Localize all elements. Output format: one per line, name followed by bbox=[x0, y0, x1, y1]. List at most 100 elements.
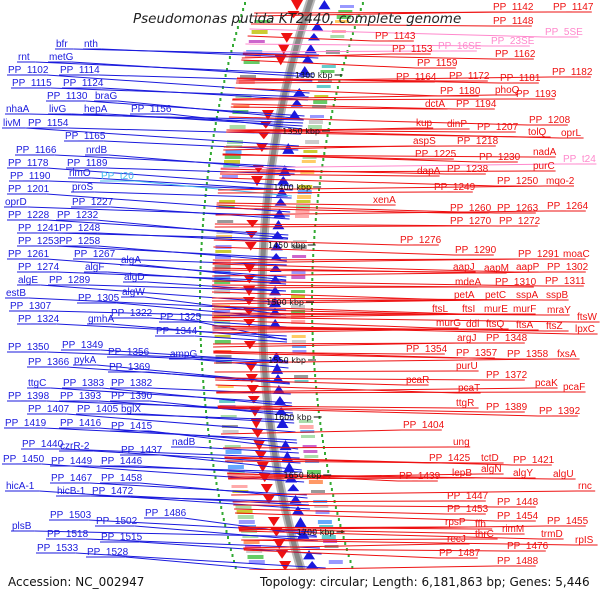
gene-label[interactable]: plsB bbox=[12, 521, 32, 532]
gene-label[interactable]: oprL bbox=[561, 128, 581, 139]
gene-label[interactable]: PP_1487 bbox=[439, 548, 481, 559]
gene-label[interactable]: PP_1383 bbox=[63, 378, 105, 389]
gene-label[interactable]: PP_1194 bbox=[456, 99, 497, 110]
gene-label[interactable]: PP_1486 bbox=[145, 508, 187, 519]
gene-label[interactable]: ampG bbox=[170, 349, 197, 360]
gene-label[interactable]: dapA bbox=[417, 166, 441, 177]
gene-label[interactable]: ftsW bbox=[577, 312, 598, 323]
gene-label[interactable]: aapM bbox=[484, 263, 509, 274]
gene-label[interactable]: PP_1307 bbox=[10, 301, 52, 312]
gene-label[interactable]: PP_1325 bbox=[160, 312, 202, 323]
gene-label[interactable]: livG bbox=[49, 104, 66, 115]
gene-label[interactable]: PP_t24 bbox=[563, 154, 596, 165]
gene-label[interactable]: PP_16SE bbox=[438, 41, 482, 52]
gene-label[interactable]: lepB bbox=[452, 468, 472, 479]
gene-label[interactable]: ftsA bbox=[516, 320, 534, 331]
gene-label[interactable]: PP_1421 bbox=[513, 455, 555, 466]
gene-label[interactable]: rimO bbox=[69, 168, 91, 179]
gene-label[interactable]: PP_1182 bbox=[552, 67, 593, 78]
gene-label[interactable]: PP_1193 bbox=[516, 89, 557, 100]
gene-label[interactable]: PP_1357 bbox=[456, 348, 498, 359]
gene-label[interactable]: PP_1472 bbox=[92, 486, 134, 497]
gene-label[interactable]: PP_1455 bbox=[547, 516, 589, 527]
gene-label[interactable]: PP_1389 bbox=[486, 402, 528, 413]
gene-label[interactable]: hicB-1 bbox=[57, 486, 86, 497]
gene-label[interactable]: PP_1350 bbox=[8, 342, 50, 353]
gene-label[interactable]: PP_1263 bbox=[497, 203, 539, 214]
gene-label[interactable]: PP_1148 bbox=[493, 16, 534, 27]
gene-label[interactable]: PP_1225 bbox=[415, 149, 457, 160]
gene-label[interactable]: kup bbox=[416, 118, 433, 129]
gene-label[interactable]: nth bbox=[84, 39, 98, 50]
gene-label[interactable]: PP_1178 bbox=[8, 158, 49, 169]
gene-label[interactable]: aapJ bbox=[453, 262, 475, 273]
gene-label[interactable]: nrdB bbox=[86, 145, 107, 156]
gene-label[interactable]: PP_1227 bbox=[72, 197, 114, 208]
gene-label[interactable]: PP_1208 bbox=[529, 115, 571, 126]
gene-label[interactable]: PP_1372 bbox=[486, 370, 528, 381]
gene-label[interactable]: phoQ bbox=[495, 85, 520, 96]
gene-label[interactable]: PP_1369 bbox=[109, 362, 151, 373]
gene-label[interactable]: PP_1440 bbox=[22, 439, 64, 450]
gene-label[interactable]: algD bbox=[124, 272, 145, 283]
gene-label[interactable]: PP_1114 bbox=[60, 65, 100, 76]
gene-label[interactable]: ung bbox=[453, 437, 470, 448]
gene-label[interactable]: algE bbox=[18, 275, 38, 286]
gene-label[interactable]: PP_1228 bbox=[8, 210, 50, 221]
gene-label[interactable]: PP_1311 bbox=[545, 276, 586, 287]
gene-label[interactable]: PP_1476 bbox=[507, 541, 549, 552]
gene-label[interactable]: PP_1446 bbox=[101, 456, 143, 467]
gene-label[interactable]: mdeA bbox=[455, 277, 481, 288]
gene-label[interactable]: nadA bbox=[533, 147, 557, 158]
gene-label[interactable]: PP_1398 bbox=[8, 391, 50, 402]
gene-label[interactable]: moaC bbox=[563, 249, 590, 260]
gene-label[interactable]: PP_1189 bbox=[67, 158, 108, 169]
gene-label[interactable]: nhaA bbox=[6, 104, 30, 115]
gene-label[interactable]: PP_1162 bbox=[495, 49, 536, 60]
gene-label[interactable]: PP_1416 bbox=[60, 418, 102, 429]
gene-label[interactable]: ttgR bbox=[456, 398, 474, 409]
gene-label[interactable]: PP_1124 bbox=[63, 78, 104, 89]
gene-label[interactable]: lpxC bbox=[575, 324, 595, 335]
gene-label[interactable]: algW bbox=[122, 287, 145, 298]
gene-label[interactable]: PP_1405 bbox=[77, 404, 119, 415]
gene-label[interactable]: murE bbox=[484, 304, 508, 315]
gene-label[interactable]: ftsL bbox=[432, 304, 449, 315]
gene-label[interactable]: PP_1180 bbox=[440, 86, 481, 97]
gene-label[interactable]: PP_1230 bbox=[479, 152, 521, 163]
gene-label[interactable]: PP_1392 bbox=[539, 406, 581, 417]
gene-label[interactable]: PP_23SE bbox=[491, 36, 535, 47]
gene-label[interactable]: PP_1366 bbox=[28, 357, 70, 368]
gene-label[interactable]: PP_1419 bbox=[5, 418, 47, 429]
gene-label[interactable]: ddl bbox=[466, 319, 479, 330]
gene-label[interactable]: PP_1166 bbox=[16, 145, 57, 156]
gene-label[interactable]: PP_1356 bbox=[108, 347, 150, 358]
gene-label[interactable]: PP_1390 bbox=[111, 391, 153, 402]
gene-label[interactable]: PP_1515 bbox=[101, 532, 143, 543]
gene-label[interactable]: PP_1159 bbox=[417, 58, 458, 69]
gene-label[interactable]: gmhA bbox=[88, 314, 114, 325]
gene-label[interactable]: PP_1447 bbox=[447, 491, 489, 502]
gene-label[interactable]: estB bbox=[6, 288, 26, 299]
gene-label[interactable]: PP_1324 bbox=[18, 314, 60, 325]
gene-label[interactable]: PP_1253 bbox=[18, 236, 60, 247]
gene-label[interactable]: PP_5SE bbox=[545, 27, 583, 38]
gene-label[interactable]: PP_1407 bbox=[28, 404, 70, 415]
gene-label[interactable]: livM bbox=[3, 118, 21, 129]
gene-label[interactable]: PP_1201 bbox=[8, 184, 50, 195]
gene-label[interactable]: pcaT bbox=[458, 383, 480, 394]
gene-label[interactable]: PP_1261 bbox=[8, 249, 50, 260]
gene-label[interactable]: PP_1232 bbox=[57, 210, 99, 221]
gene-label[interactable]: murG bbox=[436, 318, 461, 329]
gene-label[interactable]: PP_t20 bbox=[101, 171, 134, 182]
gene-label[interactable]: oprD bbox=[5, 197, 27, 208]
gene-label[interactable]: thrC bbox=[475, 529, 494, 540]
gene-label[interactable]: pcaK bbox=[535, 378, 558, 389]
gene-label[interactable]: ftsZ bbox=[546, 321, 563, 332]
gene-label[interactable]: PP_1102 bbox=[8, 65, 49, 76]
gene-label[interactable]: algY bbox=[513, 468, 533, 479]
gene-label[interactable]: PP_1267 bbox=[74, 249, 116, 260]
gene-label[interactable]: dctA bbox=[425, 99, 445, 110]
gene-label[interactable]: PP_1142 bbox=[493, 2, 534, 13]
gene-label[interactable]: PP_1533 bbox=[37, 543, 79, 554]
